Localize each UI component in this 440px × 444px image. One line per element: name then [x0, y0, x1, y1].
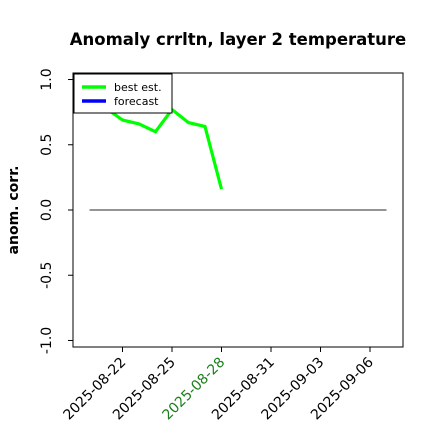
y-axis-label: anom. corr.	[6, 166, 22, 255]
y-tick-label: -1.0	[39, 327, 55, 354]
legend-box	[73, 73, 173, 114]
chart-title: Anomaly crrltn, layer 2 temperature	[70, 30, 407, 49]
y-tick-label: -0.5	[39, 262, 55, 289]
y-tick-label: 0.0	[39, 199, 55, 221]
legend-label-0: best est.	[114, 81, 162, 94]
series-line-0	[105, 106, 224, 190]
y-tick-label: 0.5	[39, 134, 55, 156]
plot-area: 1.00.50.0-0.5-1.02025-08-222025-08-25202…	[39, 68, 404, 423]
legend-label-1: forecast	[114, 95, 159, 108]
y-tick-label: 1.0	[39, 68, 55, 90]
